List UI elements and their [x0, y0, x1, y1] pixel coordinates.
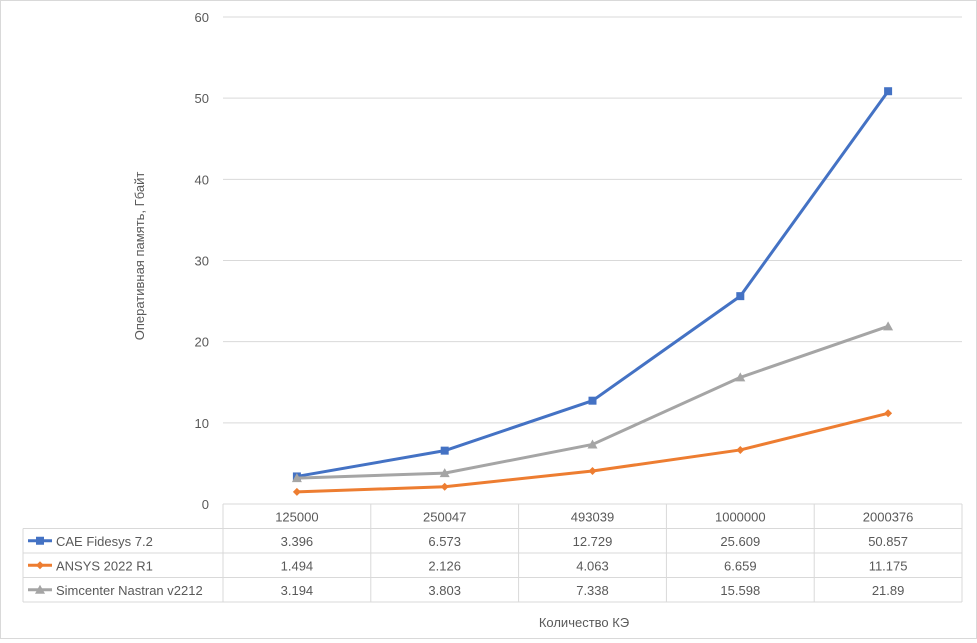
- data-label: 2.126: [428, 558, 461, 573]
- data-label: 6.573: [428, 534, 461, 549]
- data-point: [736, 292, 745, 301]
- legend-key-marker: [36, 536, 44, 545]
- data-point: [588, 467, 597, 476]
- series-line: [295, 89, 890, 478]
- data-point: [588, 396, 597, 405]
- series-line: [295, 411, 890, 494]
- data-point: [587, 439, 598, 449]
- y-tick-label: 0: [202, 497, 209, 512]
- legend-series-name: ANSYS 2022 R1: [56, 558, 153, 573]
- data-label: 7.338: [576, 583, 609, 598]
- y-axis-ticks: 0 10 20 30 40 50 60: [195, 10, 209, 512]
- data-label: 3.194: [281, 583, 314, 598]
- x-tick-label: 250047: [423, 509, 466, 524]
- gridlines: [223, 16, 962, 505]
- legend-series-name: CAE Fidesys 7.2: [56, 534, 153, 549]
- data-label: 21.89: [872, 583, 905, 598]
- legend-key-marker: [35, 584, 45, 594]
- y-tick-label: 30: [195, 254, 209, 269]
- data-label: 15.598: [720, 583, 760, 598]
- data-label: 4.063: [576, 558, 609, 573]
- data-table: 125000 250047 493039 1000000 2000376 CAE Fide…: [22, 503, 963, 603]
- x-axis-label: Количество КЭ: [539, 615, 629, 630]
- data-label: 25.609: [720, 534, 760, 549]
- legend-key-marker: [36, 561, 44, 570]
- y-tick-label: 20: [195, 335, 209, 350]
- series-lines: [291, 87, 894, 496]
- data-label: 11.175: [869, 558, 908, 573]
- y-tick-label: 10: [195, 416, 209, 431]
- x-tick-label: 1000000: [715, 509, 766, 524]
- data-point: [884, 409, 893, 418]
- x-tick-label: 2000376: [863, 509, 914, 524]
- data-label: 3.803: [428, 583, 461, 598]
- data-point: [735, 372, 746, 382]
- data-point: [292, 487, 301, 496]
- y-tick-label: 60: [195, 10, 209, 25]
- data-point: [883, 321, 894, 331]
- data-label: 50.857: [868, 534, 908, 549]
- data-label: 1.494: [281, 558, 314, 573]
- data-point: [291, 473, 302, 483]
- y-tick-label: 50: [195, 91, 209, 106]
- x-tick-label: 493039: [571, 509, 614, 524]
- x-tick-label: 125000: [275, 509, 318, 524]
- data-label: 6.659: [724, 558, 757, 573]
- data-point: [440, 482, 449, 491]
- data-point: [440, 446, 449, 455]
- y-tick-label: 40: [195, 172, 209, 187]
- data-label: 3.396: [281, 534, 314, 549]
- data-point: [439, 468, 450, 478]
- data-point: [736, 445, 745, 454]
- legend-series-name: Simcenter Nastran v2212: [56, 583, 203, 598]
- data-point: [884, 87, 893, 96]
- y-axis-label: Оперативная память, Гбайт: [132, 172, 147, 341]
- data-label: 12.729: [573, 534, 613, 549]
